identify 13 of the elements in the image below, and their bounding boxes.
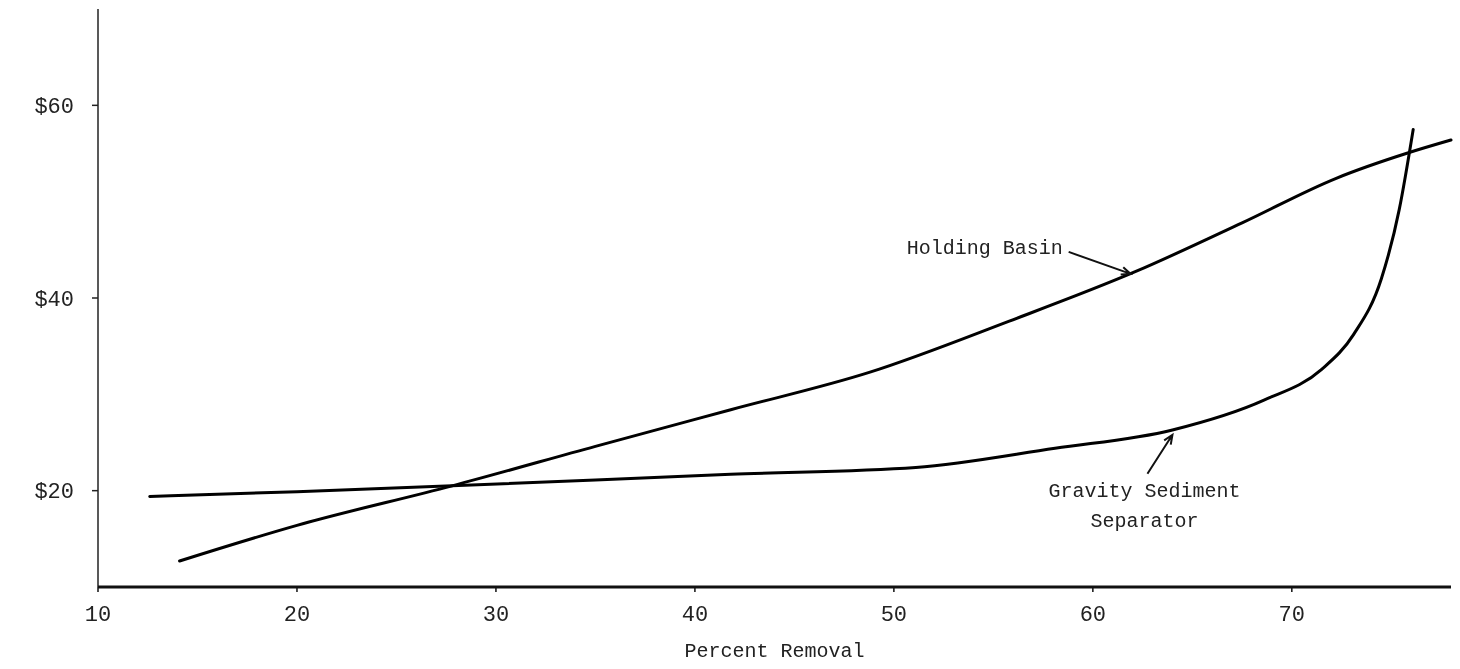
x-tick-label: 40 [681, 603, 709, 628]
annotation: Holding Basin [906, 236, 1063, 260]
x-tick-label: 60 [1079, 603, 1107, 628]
x-tick-label: 30 [482, 603, 510, 628]
x-tick-label: 10 [84, 603, 112, 628]
y-tick-label: $20 [34, 480, 74, 506]
x-tick-label: 20 [283, 603, 311, 628]
x-tick-label: 70 [1278, 603, 1306, 628]
y-tick-label: $60 [34, 95, 74, 121]
y-tick-label: $40 [34, 287, 74, 313]
x-tick-label: 50 [880, 603, 908, 628]
annotation: Gravity Sediment Separator [1048, 479, 1241, 533]
x-axis-title: Percent Removal [684, 640, 865, 663]
